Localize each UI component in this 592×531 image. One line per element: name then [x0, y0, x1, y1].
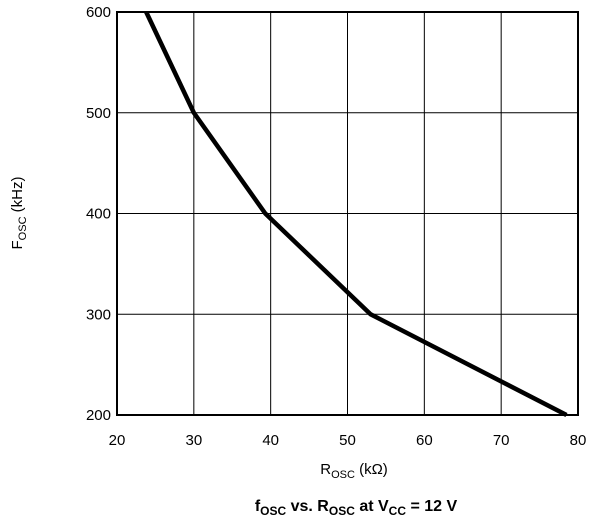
x-tick-label: 60: [416, 432, 433, 449]
y-tick-label: 500: [86, 105, 111, 122]
x-tick-label: 80: [570, 432, 587, 449]
x-tick-label: 20: [109, 432, 126, 449]
series-line: [144, 11, 568, 418]
chart-title: fOSC vs. ROSC at VCC = 12 V: [255, 498, 458, 518]
y-tick-label: 400: [86, 206, 111, 223]
grid: [116, 11, 579, 416]
y-tick-label: 200: [86, 407, 111, 424]
plot-frame: [116, 11, 579, 416]
x-tick-label: 30: [185, 432, 202, 449]
y-tick-labels: 200 300 400 500 600: [86, 4, 111, 424]
x-tick-label: 50: [339, 432, 356, 449]
series-group: [144, 11, 568, 418]
x-axis-label: ROSC (kΩ): [320, 461, 388, 481]
x-tick-labels: 20 30 40 50 60 70 80: [109, 432, 587, 449]
x-tick-label: 70: [493, 432, 510, 449]
y-tick-label: 600: [86, 4, 111, 21]
y-axis-label: FOSC (kHz): [9, 176, 29, 249]
x-tick-label: 40: [262, 432, 279, 449]
y-tick-label: 300: [86, 306, 111, 323]
